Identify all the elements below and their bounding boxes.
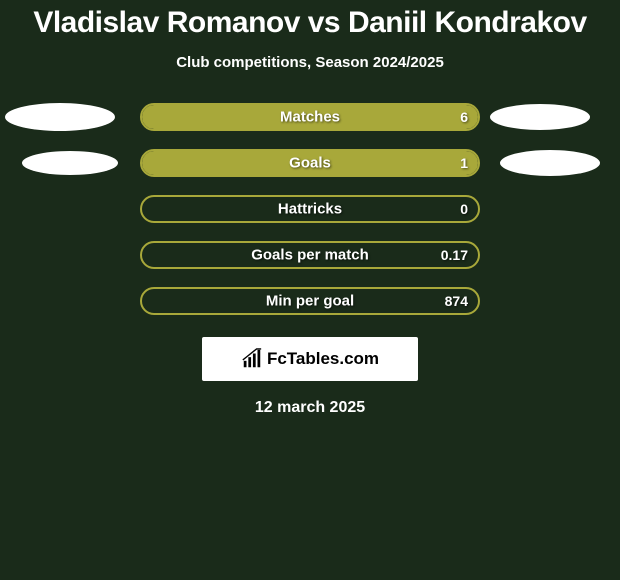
date-label: 12 march 2025 (0, 399, 620, 417)
player1-bubble (5, 103, 115, 131)
stat-label: Matches (280, 109, 340, 126)
fctables-logo[interactable]: FcTables.com (202, 337, 418, 381)
logo-text: FcTables.com (267, 349, 379, 369)
stat-row: Min per goal 874 (0, 283, 620, 319)
comparison-widget: Vladislav Romanov vs Daniil Kondrakov Cl… (0, 0, 620, 417)
player2-bubble (490, 104, 590, 130)
player1-bubble (22, 151, 118, 175)
stat-bar: Goals per match 0.17 (140, 241, 480, 269)
stat-bar: Matches 6 (140, 103, 480, 131)
stat-label: Min per goal (266, 293, 354, 310)
stat-value: 6 (460, 109, 468, 125)
stat-label: Goals per match (251, 247, 369, 264)
subtitle: Club competitions, Season 2024/2025 (0, 54, 620, 71)
stat-label: Goals (289, 155, 331, 172)
stats-area: Matches 6 Goals 1 Hattricks 0 Goals per match 0… (0, 99, 620, 319)
stat-label: Hattricks (278, 201, 342, 218)
bar-chart-icon (241, 348, 263, 370)
stat-value: 874 (445, 293, 468, 309)
stat-value: 0 (460, 201, 468, 217)
page-title: Vladislav Romanov vs Daniil Kondrakov (0, 0, 620, 40)
stat-value: 0.17 (441, 247, 468, 263)
stat-row: Matches 6 (0, 99, 620, 135)
stat-row: Goals 1 (0, 145, 620, 181)
stat-row: Hattricks 0 (0, 191, 620, 227)
stat-bar: Min per goal 874 (140, 287, 480, 315)
stat-bar: Goals 1 (140, 149, 480, 177)
stat-bar: Hattricks 0 (140, 195, 480, 223)
stat-row: Goals per match 0.17 (0, 237, 620, 273)
player2-bubble (500, 150, 600, 176)
stat-value: 1 (460, 155, 468, 171)
